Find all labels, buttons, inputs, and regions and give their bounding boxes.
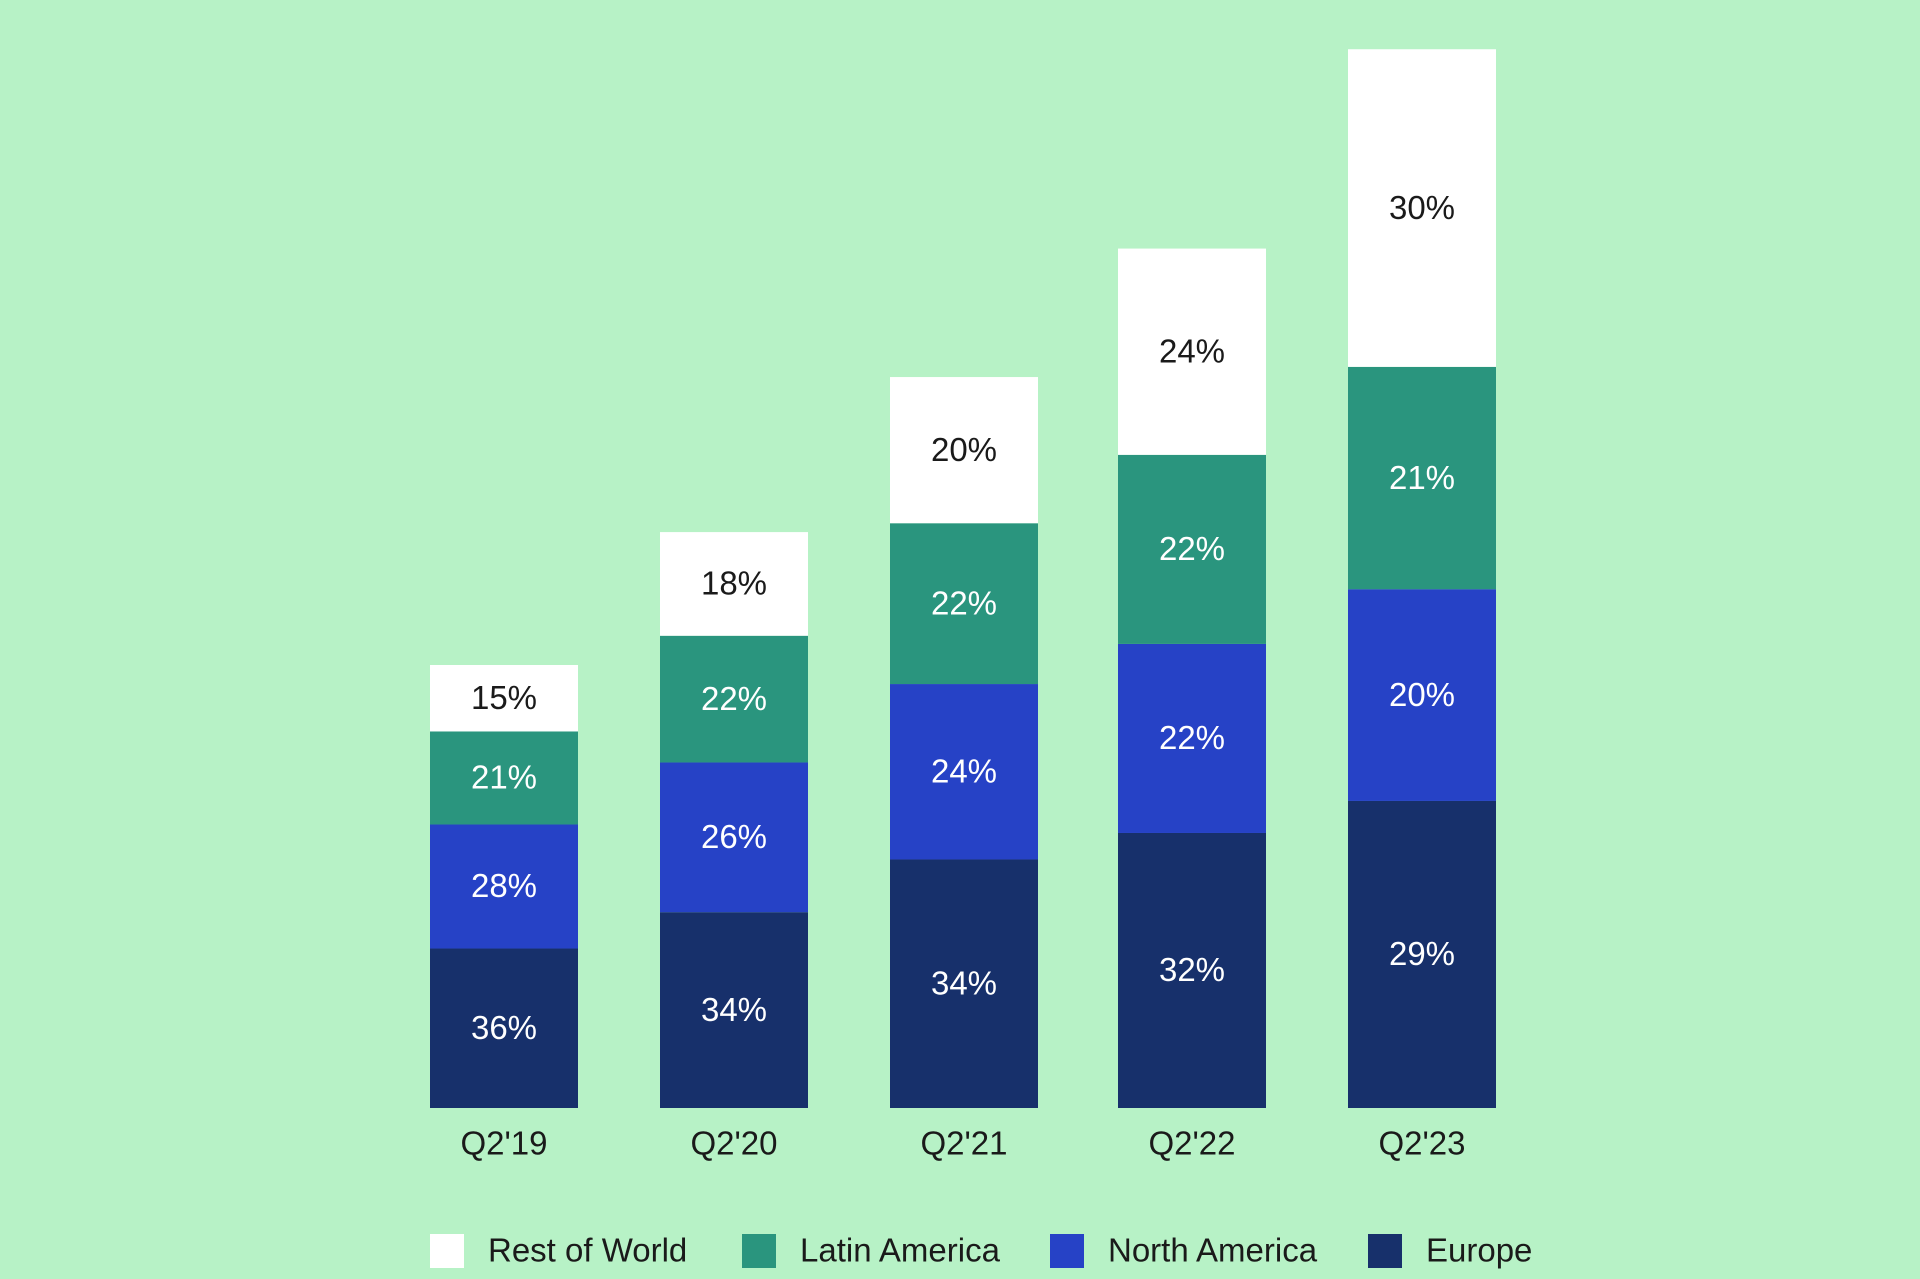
bar-segment-rest-of-world-q2-22 (1118, 248, 1266, 455)
legend-label-rest-of-world: Rest of World (488, 1232, 687, 1269)
bar-segment-latin-america-q2-23 (1348, 366, 1496, 590)
data-label-europe-q2-22: 32% (1159, 951, 1225, 988)
legend-label-north-america: North America (1108, 1232, 1318, 1269)
bar-segment-rest-of-world-q2-21 (890, 377, 1038, 524)
data-label-north-america-q2-21: 24% (931, 752, 997, 789)
data-label-north-america-q2-20: 26% (701, 818, 767, 855)
bar-segment-north-america-q2-22 (1118, 643, 1266, 833)
bar-segment-north-america-q2-21 (890, 684, 1038, 860)
bar-segment-north-america-q2-23 (1348, 589, 1496, 801)
data-label-north-america-q2-23: 20% (1389, 676, 1455, 713)
data-label-rest-of-world-q2-23: 30% (1389, 189, 1455, 226)
data-label-north-america-q2-19: 28% (471, 867, 537, 904)
legend: Rest of World Latin America North America E… (430, 1232, 1532, 1269)
data-label-latin-america-q2-20: 22% (701, 680, 767, 717)
data-label-rest-of-world-q2-19: 15% (471, 679, 537, 716)
data-label-latin-america-q2-21: 22% (931, 584, 997, 621)
bar-segment-latin-america-q2-20 (660, 635, 808, 763)
data-label-latin-america-q2-23: 21% (1389, 459, 1455, 496)
legend-swatch-north-america (1050, 1234, 1084, 1268)
bar-segment-north-america-q2-20 (660, 762, 808, 913)
bar-segment-europe-q2-22 (1118, 832, 1266, 1108)
data-label-europe-q2-19: 36% (471, 1009, 537, 1046)
x-tick-label-q2-23: Q2'23 (1378, 1125, 1465, 1162)
bar-segment-europe-q2-20 (660, 912, 808, 1108)
bar-segment-latin-america-q2-19 (430, 731, 578, 825)
bar-segment-europe-q2-21 (890, 859, 1038, 1108)
bar-segment-europe-q2-19 (430, 948, 578, 1108)
x-tick-label-q2-20: Q2'20 (690, 1125, 777, 1162)
x-tick-label-q2-22: Q2'22 (1148, 1125, 1235, 1162)
bar-segment-north-america-q2-19 (430, 824, 578, 949)
legend-label-europe: Europe (1426, 1232, 1532, 1269)
x-tick-label-q2-21: Q2'21 (920, 1125, 1007, 1162)
data-label-europe-q2-20: 34% (701, 991, 767, 1028)
data-label-europe-q2-21: 34% (931, 964, 997, 1001)
legend-swatch-europe (1368, 1234, 1402, 1268)
legend-label-latin-america: Latin America (800, 1232, 1001, 1269)
bar-segment-rest-of-world-q2-20 (660, 532, 808, 636)
data-label-rest-of-world-q2-21: 20% (931, 431, 997, 468)
legend-swatch-rest-of-world (430, 1234, 464, 1268)
bar-segment-latin-america-q2-21 (890, 523, 1038, 685)
bars-group: 36% 28% 21% 15% 34% 26% 22% 18% 34% 24% 22% 20% 32% 2… (430, 49, 1496, 1108)
data-label-north-america-q2-22: 22% (1159, 719, 1225, 756)
bar-segment-rest-of-world-q2-23 (1348, 49, 1496, 367)
legend-swatch-latin-america (742, 1234, 776, 1268)
data-label-rest-of-world-q2-22: 24% (1159, 332, 1225, 369)
bar-segment-rest-of-world-q2-19 (430, 665, 578, 732)
category-labels: Q2'19 Q2'20 Q2'21 Q2'22 Q2'23 (460, 1125, 1465, 1162)
x-tick-label-q2-19: Q2'19 (460, 1125, 547, 1162)
data-label-latin-america-q2-22: 22% (1159, 530, 1225, 567)
bar-segment-latin-america-q2-22 (1118, 454, 1266, 644)
data-label-latin-america-q2-19: 21% (471, 759, 537, 796)
data-label-europe-q2-23: 29% (1389, 935, 1455, 972)
bar-segment-europe-q2-23 (1348, 800, 1496, 1108)
data-label-rest-of-world-q2-20: 18% (701, 565, 767, 602)
